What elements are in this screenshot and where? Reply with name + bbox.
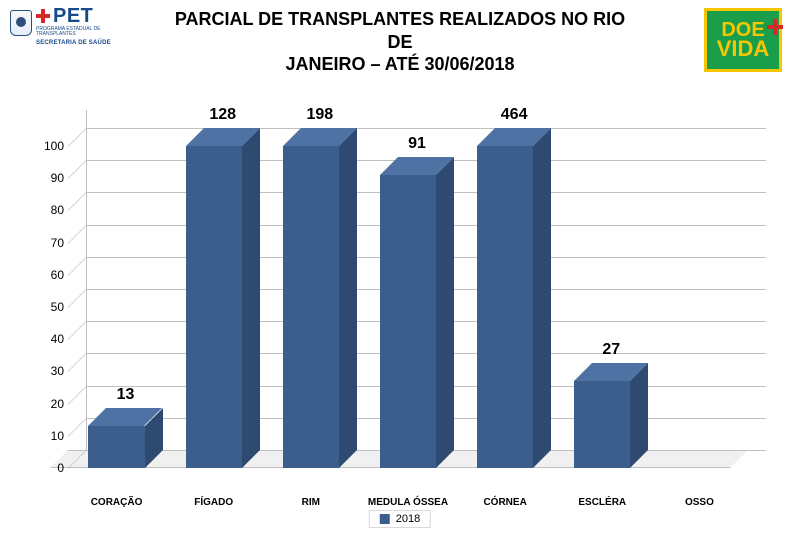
bar-side [339, 128, 357, 468]
ytick-label: 40 [34, 332, 64, 346]
ytick-label: 70 [34, 236, 64, 250]
legend: 2018 [369, 510, 431, 528]
xtick-label: FÍGADO [159, 497, 269, 508]
bar: 198RIM [283, 128, 339, 468]
doe-label: DOE [721, 19, 764, 41]
pet-secretariat: SECRETARIA DE SAÚDE [36, 40, 140, 46]
bar-value-label: 198 [260, 106, 380, 124]
ytick-label: 50 [34, 300, 64, 314]
bar: 464CÓRNEA [477, 128, 533, 468]
ytick-label: 80 [34, 203, 64, 217]
bar-front [477, 146, 533, 468]
ytick-label: 100 [34, 139, 64, 153]
bar-value-label: 13 [66, 386, 186, 404]
plot: 13CORAÇÃO 128FÍGADO 198RIM 91MEDULA ÓSSEA 46… [68, 128, 748, 468]
xtick-label: MEDULA ÓSSEA [353, 497, 463, 508]
ytick-label: 10 [34, 429, 64, 443]
cross-icon [36, 9, 50, 23]
doe-text: DOE [721, 21, 764, 39]
title-line-2: JANEIRO – ATÉ 30/06/2018 [285, 54, 514, 74]
bar: 91MEDULA ÓSSEA [380, 128, 436, 468]
logo-pet: PET PROGRAMA ESTADUAL DE TRANSPLANTES SE… [10, 6, 140, 54]
ytick-label: 30 [34, 364, 64, 378]
bar-front [186, 146, 242, 468]
bar-side [630, 363, 648, 468]
legend-label: 2018 [396, 513, 420, 525]
pet-logo-text: PET PROGRAMA ESTADUAL DE TRANSPLANTES SE… [36, 6, 140, 46]
page: PET PROGRAMA ESTADUAL DE TRANSPLANTES SE… [0, 0, 800, 559]
shield-icon [10, 10, 32, 36]
bar-front [88, 426, 144, 468]
ytick-label: 0 [34, 461, 64, 475]
bar: OSSO [671, 128, 727, 468]
bar-side [242, 128, 260, 468]
logo-doe-vida: DOE VIDA [704, 8, 782, 72]
bar-side [436, 157, 454, 468]
bar: 128FÍGADO [186, 128, 242, 468]
ytick-label: 60 [34, 268, 64, 282]
xtick-label: CÓRNEA [450, 497, 560, 508]
bar-front [574, 381, 630, 468]
bar-side [533, 128, 551, 468]
pet-name: PET [53, 6, 93, 26]
bar: 13CORAÇÃO [88, 128, 144, 468]
plus-icon [767, 19, 783, 35]
bar-value-label: 27 [551, 341, 671, 359]
xtick-label: CORAÇÃO [62, 497, 172, 508]
xtick-label: RIM [256, 497, 366, 508]
vida-text: VIDA [717, 39, 770, 59]
xtick-label: ESCLÉRA [547, 497, 657, 508]
legend-swatch [380, 514, 390, 524]
bar-value-label: 464 [454, 106, 574, 124]
bar-front [380, 175, 436, 468]
bars-container: 13CORAÇÃO 128FÍGADO 198RIM 91MEDULA ÓSSEA 46… [68, 128, 748, 468]
ytick-label: 20 [34, 397, 64, 411]
chart-area: 13CORAÇÃO128FÍGADO198RIM91MEDULA ÓSSEA46… [28, 100, 772, 530]
header: PET PROGRAMA ESTADUAL DE TRANSPLANTES SE… [0, 0, 800, 70]
ytick-label: 90 [34, 171, 64, 185]
pet-subline: PROGRAMA ESTADUAL DE TRANSPLANTES [36, 27, 140, 37]
bar-value-label: 91 [357, 135, 477, 153]
title-line-1: PARCIAL DE TRANSPLANTES REALIZADOS NO RI… [175, 9, 625, 52]
bar: 27ESCLÉRA [574, 128, 630, 468]
bar-front [283, 146, 339, 468]
xtick-label: OSSO [644, 497, 754, 508]
